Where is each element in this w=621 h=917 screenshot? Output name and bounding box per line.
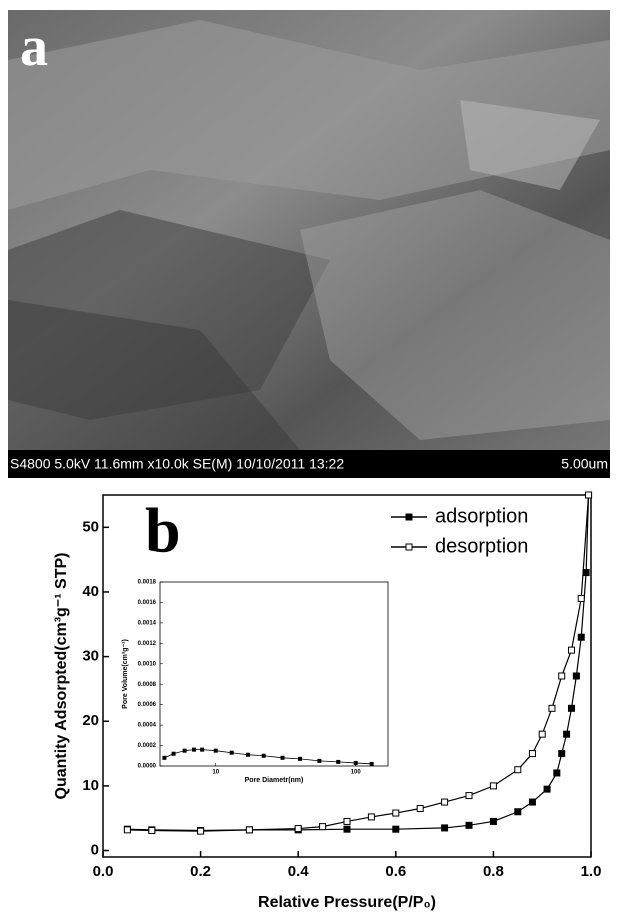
y-tick-label: 50 xyxy=(82,518,99,535)
marker xyxy=(490,818,496,824)
y-axis-label: Pore Volume(cm³g⁻¹) xyxy=(122,639,129,709)
y-tick-label: 20 xyxy=(82,712,99,729)
marker xyxy=(246,827,252,833)
marker xyxy=(370,762,373,765)
marker xyxy=(549,705,555,711)
x-axis-label: Relative Pressure(P/P₀) xyxy=(258,894,436,911)
marker xyxy=(246,753,249,756)
marker xyxy=(393,810,399,816)
marker xyxy=(578,595,584,601)
marker xyxy=(554,770,560,776)
marker xyxy=(586,492,592,498)
x-tick-label: 0.4 xyxy=(288,863,310,880)
marker xyxy=(172,752,175,755)
marker xyxy=(320,824,326,830)
x-tick-label: 0.0 xyxy=(93,863,114,880)
marker xyxy=(149,827,155,833)
x-tick-label: 0.8 xyxy=(483,863,504,880)
x-tick-label: 1.0 xyxy=(581,863,602,880)
marker xyxy=(299,757,302,760)
marker xyxy=(583,570,589,576)
marker xyxy=(281,756,284,759)
x-tick-label: 0.6 xyxy=(385,863,406,880)
y-tick-label: 0.0010 xyxy=(138,661,157,667)
x-tick-label: 10 xyxy=(212,770,219,776)
marker xyxy=(318,759,321,762)
marker xyxy=(295,826,301,832)
marker xyxy=(442,825,448,831)
y-tick-label: 0.0008 xyxy=(138,682,157,688)
marker xyxy=(559,673,565,679)
y-tick-label: 0.0000 xyxy=(138,764,157,770)
marker xyxy=(417,806,423,812)
y-tick-label: 30 xyxy=(82,648,99,665)
y-tick-label: 0 xyxy=(91,842,99,859)
marker xyxy=(393,826,399,832)
marker xyxy=(183,749,186,752)
y-tick-label: 40 xyxy=(82,583,99,600)
marker xyxy=(544,786,550,792)
marker xyxy=(529,751,535,757)
x-axis-label: Pore Diametr(nm) xyxy=(245,777,304,784)
marker xyxy=(230,751,233,754)
marker xyxy=(490,783,496,789)
y-tick-label: 0.0018 xyxy=(138,580,157,586)
marker xyxy=(337,760,340,763)
marker xyxy=(163,756,166,759)
y-tick-label: 0.0004 xyxy=(138,723,157,729)
marker xyxy=(262,754,265,757)
marker xyxy=(559,751,565,757)
legend-label: desorption xyxy=(435,535,528,557)
marker xyxy=(466,793,472,799)
marker xyxy=(568,647,574,653)
y-tick-label: 0.0016 xyxy=(138,600,157,606)
marker xyxy=(466,822,472,828)
y-tick-label: 0.0006 xyxy=(138,702,157,708)
marker xyxy=(198,828,204,834)
marker xyxy=(515,809,521,815)
marker xyxy=(568,705,574,711)
legend-label: adsorption xyxy=(435,505,528,527)
marker xyxy=(344,818,350,824)
sem-scale: 5.00um xyxy=(561,456,608,472)
y-axis-label: Quantity Adsorpted(cm³g⁻¹ STP) xyxy=(53,553,70,800)
marker xyxy=(539,731,545,737)
marker xyxy=(564,731,570,737)
legend-marker xyxy=(406,544,412,550)
panel-label: a xyxy=(20,16,48,78)
x-tick-label: 100 xyxy=(351,770,362,776)
y-tick-label: 0.0002 xyxy=(138,743,157,749)
y-tick-label: 0.0014 xyxy=(138,620,157,626)
marker xyxy=(214,749,217,752)
marker xyxy=(573,673,579,679)
marker xyxy=(368,814,374,820)
sem-image: a S4800 5.0kV 11.6mm x10.0k SE(M) 10/10/… xyxy=(8,10,610,478)
marker xyxy=(442,799,448,805)
legend-marker xyxy=(406,514,412,520)
figure: a S4800 5.0kV 11.6mm x10.0k SE(M) 10/10/… xyxy=(0,0,621,917)
x-tick-label: 0.2 xyxy=(190,863,211,880)
marker xyxy=(578,634,584,640)
marker xyxy=(201,748,204,751)
marker xyxy=(193,748,196,751)
panel-label: b xyxy=(145,495,181,566)
marker xyxy=(354,761,357,764)
y-tick-label: 10 xyxy=(82,777,99,794)
marker xyxy=(344,826,350,832)
y-tick-label: 0.0012 xyxy=(138,641,157,647)
plot-frame xyxy=(160,582,388,766)
marker xyxy=(515,767,521,773)
marker xyxy=(124,827,130,833)
marker xyxy=(529,799,535,805)
sem-info: S4800 5.0kV 11.6mm x10.0k SE(M) 10/10/20… xyxy=(10,456,344,472)
